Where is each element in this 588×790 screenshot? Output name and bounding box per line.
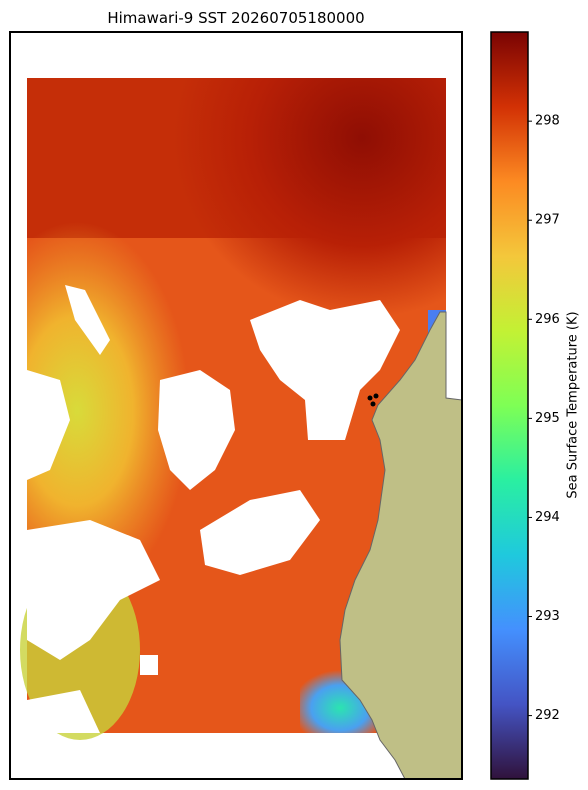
map-frame (9, 31, 463, 780)
colorbar-label: Sea Surface Temperature (K) (566, 311, 581, 498)
colorbar (490, 31, 529, 780)
cloud-mask (27, 285, 400, 733)
sst-field (20, 78, 462, 779)
marker (367, 395, 373, 401)
colorbar-tick-label: 298 (535, 114, 560, 129)
colorbar-tick-label: 294 (535, 510, 560, 525)
land (339, 311, 462, 779)
colorbar-tick-label: 293 (535, 609, 560, 624)
colorbar-tick-label: 297 (535, 213, 560, 228)
colorbar-tick-label: 296 (535, 312, 560, 327)
marker (373, 393, 379, 399)
marker (370, 401, 376, 407)
colorbar-tick-label: 292 (535, 708, 560, 723)
map-title: Himawari-9 SST 20260705180000 (107, 9, 364, 27)
colorbar-tick-label: 295 (535, 411, 560, 426)
